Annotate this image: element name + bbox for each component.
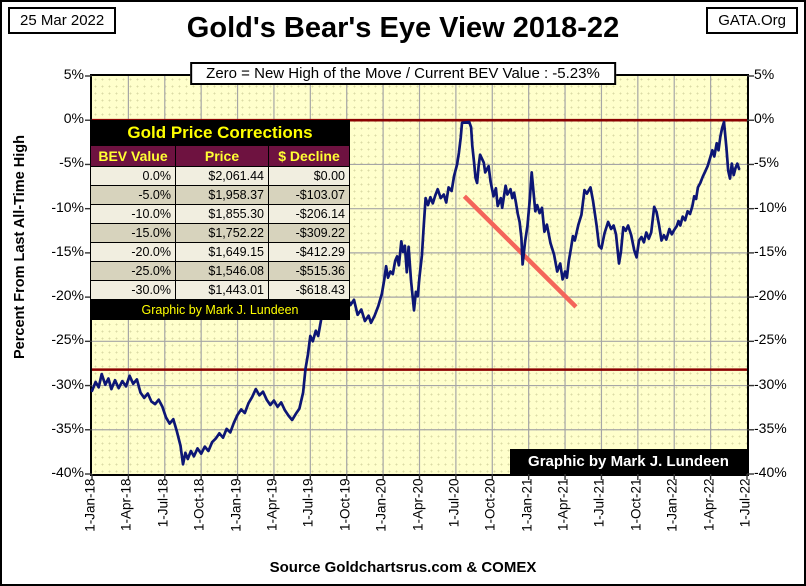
date-box: 25 Mar 2022 xyxy=(8,7,117,34)
y-tick-label-left: -25% xyxy=(51,331,84,348)
y-tick-label-right: -30% xyxy=(754,375,787,392)
y-tick-label-left: -30% xyxy=(51,375,84,392)
table-row-cell: $0.00 xyxy=(268,166,350,186)
table-footer-row-cell: Graphic by Mark J. Lundeen xyxy=(90,299,350,320)
y-tick-label-left: -20% xyxy=(51,287,84,304)
table-row: -10.0% $1,855.30 -$206.14 xyxy=(90,204,350,224)
x-tick-label: 1-Apr-20 xyxy=(410,478,425,532)
x-tick-label: 1-Jan-19 xyxy=(228,478,244,532)
y-tick-label-right: -35% xyxy=(754,419,787,436)
x-tick-label: 1-Jan-20 xyxy=(373,478,389,532)
table-row-cell: -$103.07 xyxy=(268,185,350,205)
x-tick-label: 1-Oct-20 xyxy=(482,478,498,532)
table-row-cell: $1,649.15 xyxy=(175,242,269,262)
x-tick-label: 1-Jan-18 xyxy=(82,478,98,532)
y-tick-label-right: -20% xyxy=(754,287,787,304)
downtrend-line xyxy=(462,194,578,309)
table-row-cell: $1,958.37 xyxy=(175,185,269,205)
x-tick-label: 1-Jul-19 xyxy=(300,478,316,528)
x-tick-label: 1-Oct-18 xyxy=(191,478,207,532)
y-tick-label-left: -5% xyxy=(59,154,84,171)
table-row-cell: -$206.14 xyxy=(268,204,350,224)
x-tick-label: 1-Jul-20 xyxy=(446,478,462,528)
table-row-cell: $1,855.30 xyxy=(175,204,269,224)
y-tick-label-right: -10% xyxy=(754,198,787,215)
table-row-cell: -$618.43 xyxy=(268,280,350,300)
y-tick-label-left: -35% xyxy=(51,419,84,436)
table-row-cell: 0.0% xyxy=(90,166,176,186)
table-row: -15.0% $1,752.22 -$309.22 xyxy=(90,223,350,243)
x-tick-label: 1-Jul-21 xyxy=(591,478,607,528)
x-tick-label: 1-Apr-18 xyxy=(118,478,134,532)
table-row-cell: -10.0% xyxy=(90,204,176,224)
table-row-cell: -30.0% xyxy=(90,280,176,300)
table-row-cell: -15.0% xyxy=(90,223,176,243)
table-header-row-cell: Price xyxy=(175,145,269,167)
x-tick-label: 1-Jul-18 xyxy=(155,478,171,528)
table-row: -20.0% $1,649.15 -$412.29 xyxy=(90,242,350,262)
y-axis-title: Percent From Last All-Time High xyxy=(12,135,28,359)
y-tick-label-left: -10% xyxy=(51,198,84,215)
x-tick-label: 1-Jul-22 xyxy=(737,478,753,528)
x-tick-label: 1-Apr-22 xyxy=(701,478,717,532)
table-row-cell: -$309.22 xyxy=(268,223,350,243)
table-row: -25.0% $1,546.08 -$515.36 xyxy=(90,261,350,281)
y-tick-label-left: -15% xyxy=(51,242,84,259)
x-tick-label: 1-Apr-21 xyxy=(555,478,571,532)
x-tick-label: 1-Jan-21 xyxy=(519,478,535,532)
y-tick-label-left: 0% xyxy=(63,110,84,127)
table-row: 0.0% $2,061.44 $0.00 xyxy=(90,166,350,186)
table-row: -30.0% $1,443.01 -$618.43 xyxy=(90,280,350,300)
table-row-cell: $1,546.08 xyxy=(175,261,269,281)
y-tick-label-left: 5% xyxy=(63,66,84,82)
y-tick-label-right: -5% xyxy=(754,154,779,171)
page-title: Gold's Bear's Eye View 2018-22 xyxy=(186,12,620,44)
y-tick-label-left: -40% xyxy=(51,464,84,480)
table-title-row-cell: Gold Price Corrections xyxy=(90,120,350,146)
table-footer-row: Graphic by Mark J. Lundeen xyxy=(90,299,350,320)
table-header-row-cell: BEV Value xyxy=(90,145,176,167)
y-tick-label-right: -25% xyxy=(754,331,787,348)
chart-subtitle-box: Zero = New High of the Move / Current BE… xyxy=(190,62,616,85)
table-row-cell: -5.0% xyxy=(90,185,176,205)
x-tick-label: 1-Oct-21 xyxy=(628,478,644,532)
gold-bev-series-line xyxy=(90,120,741,466)
y-tick-label-right: 5% xyxy=(754,66,775,82)
source-caption: Source Goldchartsrus.com & COMEX xyxy=(269,559,537,576)
x-tick-label: 1-Oct-19 xyxy=(337,478,353,532)
table-header-row: BEV Value Price $ Decline xyxy=(90,145,350,167)
table-row: -5.0% $1,958.37 -$103.07 xyxy=(90,185,350,205)
y-tick-label-right: -15% xyxy=(754,242,787,259)
y-tick-label-right: 0% xyxy=(754,110,775,127)
table-row-cell: $1,443.01 xyxy=(175,280,269,300)
x-tick-label: 1-Jan-22 xyxy=(664,478,680,532)
table-row-cell: -$412.29 xyxy=(268,242,350,262)
table-header-row-cell: $ Decline xyxy=(268,145,350,167)
table-row-cell: -$515.36 xyxy=(268,261,350,281)
plot-annotation-box: Graphic by Mark J. Lundeen xyxy=(510,449,747,474)
table-row-cell: $1,752.22 xyxy=(175,223,269,243)
table-title-row: Gold Price Corrections xyxy=(90,120,350,146)
x-tick-label: 1-Apr-19 xyxy=(264,478,280,532)
org-box: GATA.Org xyxy=(706,7,798,34)
gold-price-corrections-table: Gold Price Corrections BEV Value Price $ De… xyxy=(90,120,350,320)
table-row-cell: -25.0% xyxy=(90,261,176,281)
table-row-cell: -20.0% xyxy=(90,242,176,262)
table-row-cell: $2,061.44 xyxy=(175,166,269,186)
y-tick-label-right: -40% xyxy=(754,464,787,480)
